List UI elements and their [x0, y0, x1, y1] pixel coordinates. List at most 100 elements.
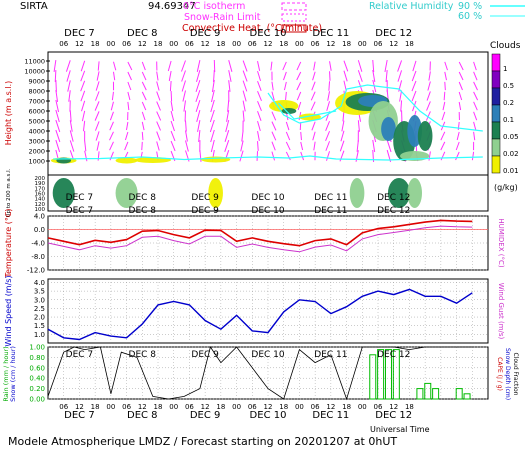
wind-arrow: [239, 150, 244, 162]
colorbar-level-label: 0.02: [503, 150, 519, 158]
wind-arrow: [327, 91, 331, 101]
top-hour-label: 12: [201, 40, 210, 48]
precip-day-label: DEC 8: [129, 350, 157, 360]
wind-arrow: [384, 59, 388, 73]
wind-arrow: [372, 59, 375, 73]
top-hour-label: 06: [122, 40, 131, 48]
wind-arrow: [271, 111, 277, 121]
wind-arrow: [385, 70, 388, 82]
wind-arrow: [372, 69, 376, 83]
wind-arrow: [127, 71, 132, 81]
cloud-y-tick-label: 1000: [28, 158, 45, 166]
wind-arrow: [427, 81, 431, 91]
colorbar-title: Clouds: [490, 41, 521, 51]
colorbar-level-label: 0.5: [503, 82, 514, 90]
wind-arrow: [110, 101, 114, 111]
wind-arrow: [66, 70, 71, 82]
precip-day-label: DEC 11: [314, 350, 347, 360]
top-hour-label: 06: [374, 40, 383, 48]
wind-arrow: [55, 119, 61, 133]
top-hour-tick-labels: 06 12 18 00 06 12 18 00 06 12 18 00 06 12 18 00 06 12 18 00…: [59, 40, 414, 48]
temp-day-label: DEC 12: [377, 206, 410, 216]
wind-arrow: [240, 140, 244, 152]
wind-arrow: [209, 119, 215, 133]
wind-arrow: [95, 131, 100, 141]
rh-contours: [53, 84, 483, 161]
wind-arrow: [69, 120, 73, 132]
wind-arrow: [170, 140, 176, 152]
colorbar-swatches: 1 0.5 0.2 0.1 0.05 0.02 0.01: [491, 53, 519, 175]
wind-arrow: [210, 89, 215, 103]
legend-rh-60: 60 %: [458, 11, 482, 22]
wind-arrow: [297, 101, 302, 111]
footer-text: Modele Atmospherique LMDZ / Forecast sta…: [8, 435, 397, 448]
wind-arrow: [271, 151, 276, 161]
wind-arrow: [95, 81, 100, 91]
wind-arrow: [283, 81, 287, 91]
wind-arrow: [181, 60, 186, 72]
top-hour-label: 18: [91, 40, 100, 48]
wind-arrow: [442, 101, 446, 111]
rh-contour-line: [267, 84, 483, 132]
wind-arrow: [343, 60, 349, 72]
top-hour-label: 00: [232, 40, 241, 48]
rain-bar: [416, 388, 424, 400]
wind-arrow: [125, 121, 129, 131]
bottom-day-label: DEC 11: [312, 410, 349, 421]
wind-arrow: [141, 71, 147, 81]
precip-y-tick-labels: 1.00 0.80 0.60 0.40 0.20 0.00: [29, 344, 45, 404]
wind-arrow: [141, 91, 147, 101]
wind-arrow: [55, 89, 59, 103]
wind-arrow: [283, 71, 287, 81]
wind-arrow: [242, 60, 248, 72]
wind-arrow: [81, 100, 86, 112]
wind-arrow: [325, 131, 331, 141]
wind-arrow: [312, 131, 316, 141]
wind-arrow: [80, 70, 86, 82]
wind-arrow: [257, 70, 262, 82]
wind-arrow: [440, 131, 446, 141]
wind-arrow: [411, 90, 417, 102]
temp-day-label: DEC 7: [66, 206, 94, 216]
wind-arrow: [400, 100, 403, 112]
wind-arrow: [69, 130, 74, 142]
rh-contour-line: [53, 155, 483, 161]
wind-arrow: [257, 80, 262, 92]
wind-arrow: [458, 61, 464, 71]
wind-arrow: [411, 80, 417, 92]
wind-arrow: [329, 61, 332, 71]
wind-arrow: [257, 131, 260, 141]
wind-arrow: [69, 140, 75, 152]
bottom-hour-label: 12: [326, 403, 335, 411]
wind-arrow: [271, 141, 276, 151]
wind-arrow: [141, 121, 145, 131]
wind-arrow: [300, 151, 305, 161]
y-tick-label: -8.0: [31, 253, 45, 261]
wind-arrow: [54, 70, 57, 82]
wind-arrow: [357, 60, 363, 72]
top-hour-label: 18: [342, 40, 351, 48]
cloud-ylabel: Height (m a.s.l.): [4, 81, 13, 146]
wind-arrow: [127, 91, 131, 101]
wind-arrow: [185, 130, 188, 142]
low-cloud-blob: [115, 178, 138, 208]
cloud-blob: [417, 121, 433, 151]
wind-arrow: [109, 141, 114, 151]
wind-arrow: [55, 139, 61, 153]
y-tick-label: 0.80: [29, 354, 45, 362]
wind-arrow: [109, 151, 114, 161]
cloud-day-label: DEC 10: [251, 193, 284, 203]
bottom-hour-label: 18: [91, 403, 100, 411]
temp-day-label: DEC 8: [129, 206, 157, 216]
rain-bar: [432, 388, 440, 400]
wind-arrow: [224, 140, 230, 152]
wind-arrow: [197, 120, 201, 132]
altitude-code: 94.69347: [148, 1, 196, 12]
temp-day-label: DEC 10: [251, 206, 284, 216]
y-tick-label: 0.20: [29, 385, 45, 393]
top-hour-label: 06: [185, 40, 194, 48]
temp-grid: [48, 215, 488, 271]
colorbar-level-label: 0.01: [503, 167, 519, 175]
wind-arrow: [127, 61, 133, 71]
